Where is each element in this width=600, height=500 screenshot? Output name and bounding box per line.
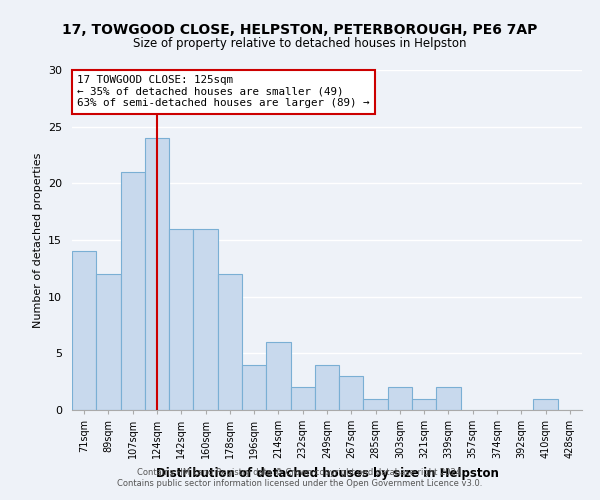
Bar [266, 342, 290, 410]
Bar [364, 398, 388, 410]
Y-axis label: Number of detached properties: Number of detached properties [32, 152, 43, 328]
X-axis label: Distribution of detached houses by size in Helpston: Distribution of detached houses by size … [155, 466, 499, 479]
Bar [412, 398, 436, 410]
Bar [533, 398, 558, 410]
Bar [315, 364, 339, 410]
Bar [290, 388, 315, 410]
Bar [193, 228, 218, 410]
Bar [72, 252, 96, 410]
Bar [145, 138, 169, 410]
Text: Contains HM Land Registry data © Crown copyright and database right 2024.
Contai: Contains HM Land Registry data © Crown c… [118, 468, 482, 487]
Bar [388, 388, 412, 410]
Bar [96, 274, 121, 410]
Bar [339, 376, 364, 410]
Bar [242, 364, 266, 410]
Bar [169, 228, 193, 410]
Bar [218, 274, 242, 410]
Text: 17, TOWGOOD CLOSE, HELPSTON, PETERBOROUGH, PE6 7AP: 17, TOWGOOD CLOSE, HELPSTON, PETERBOROUG… [62, 22, 538, 36]
Text: 17 TOWGOOD CLOSE: 125sqm
← 35% of detached houses are smaller (49)
63% of semi-d: 17 TOWGOOD CLOSE: 125sqm ← 35% of detach… [77, 75, 370, 108]
Bar [121, 172, 145, 410]
Bar [436, 388, 461, 410]
Text: Size of property relative to detached houses in Helpston: Size of property relative to detached ho… [133, 38, 467, 51]
